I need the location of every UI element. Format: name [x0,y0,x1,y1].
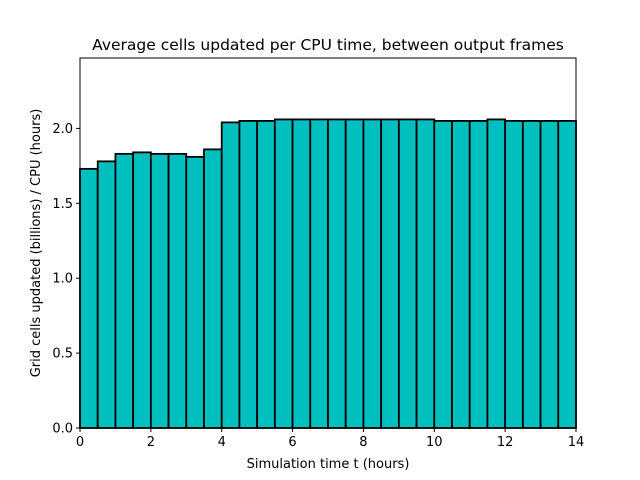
histogram-bar [96,160,117,429]
histogram-bar [557,120,577,429]
histogram-bar [451,120,471,429]
x-tick-label: 8 [359,435,367,450]
histogram-bar [433,120,453,429]
histogram-bar [238,120,259,429]
x-tick-label: 12 [497,435,514,450]
x-axis-label: Simulation time t (hours) [247,457,410,472]
histogram-bar [539,120,560,429]
histogram-bar [415,118,436,429]
x-axis-ticks: 0 2 4 6 8 10 12 14 [76,428,584,450]
y-tick-label: 1.0 [52,272,73,287]
x-tick-label: 10 [426,435,443,450]
histogram-bar [291,118,312,429]
histogram-bar [380,118,400,429]
x-tick-label: 14 [568,435,585,450]
histogram-bar [504,120,524,429]
y-tick-label: 0.5 [52,347,73,362]
y-axis-label: Grid cells updated (billions) / CPU (hou… [29,109,44,378]
x-tick-label: 6 [288,435,296,450]
y-tick-label: 2.0 [52,122,73,137]
histogram-bar [273,118,294,429]
histogram-bar [468,120,489,429]
chart-title: Average cells updated per CPU time, betw… [92,36,564,54]
histogram-bar [185,155,205,429]
histogram-bar [521,120,542,429]
histogram-bar [167,152,188,429]
y-tick-label: 1.5 [52,197,73,212]
y-axis-ticks: 0.0 0.5 1.0 1.5 2.0 [52,122,80,437]
x-tick-label: 2 [147,435,155,450]
histogram-bar [362,118,383,429]
histogram-bar [397,118,418,429]
histogram-bar [220,121,241,429]
bars-group [79,118,577,429]
histogram-bar [203,148,223,429]
plot-frame [79,57,577,429]
x-tick-label: 0 [76,435,84,450]
histogram-bar [309,118,329,429]
histogram-bar [256,120,276,429]
x-tick-label: 4 [218,435,226,450]
histogram-bar [132,151,152,429]
histogram-bar [344,118,365,429]
histogram-bar [79,167,99,429]
histogram-bar [149,152,170,429]
histogram-bar [486,118,507,429]
histogram-bar [327,118,347,429]
y-tick-label: 0.0 [52,422,73,437]
histogram-bar [114,152,135,429]
